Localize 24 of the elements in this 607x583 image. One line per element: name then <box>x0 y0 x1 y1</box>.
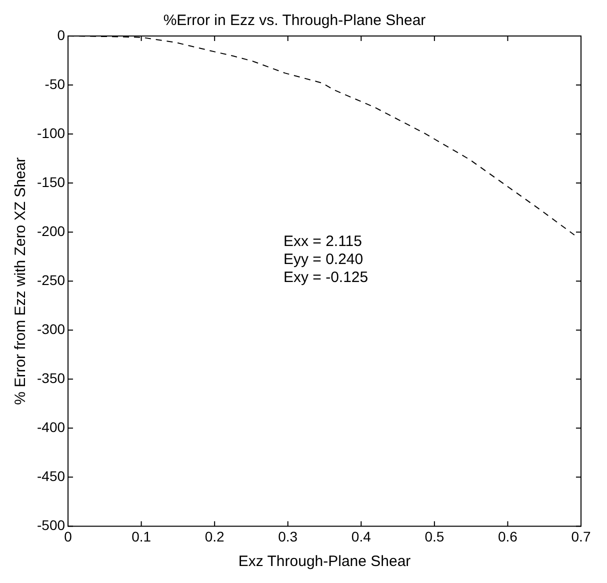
y-tick-label: -200 <box>36 222 66 239</box>
y-tick-label: -150 <box>36 174 66 190</box>
x-tick-label: 0.2 <box>204 528 225 544</box>
x-axis-title: Exz Through-Plane Shear <box>238 553 411 570</box>
x-tick-label: 0.4 <box>351 528 372 544</box>
y-axis-title: % Error from Ezz with Zero XZ Shear <box>12 157 30 405</box>
x-tick-label: 0.1 <box>132 528 152 544</box>
y-tick-label: -350 <box>36 370 66 386</box>
y-tick-label: -450 <box>36 468 66 484</box>
y-tick-label: -250 <box>36 272 66 288</box>
y-tick-label: -50 <box>44 76 66 92</box>
chart-title: %Error in Ezz vs. Through-Plane Shear <box>163 12 426 30</box>
y-tick-label: 0 <box>57 26 66 43</box>
x-tick-label: 0.6 <box>498 528 518 544</box>
x-tick-label: 0.7 <box>571 528 591 544</box>
y-tick-label: -500 <box>36 517 66 534</box>
y-tick-label: -300 <box>36 320 66 337</box>
x-tick-label: 0.3 <box>278 528 298 544</box>
x-tick-label: 0.5 <box>424 528 444 544</box>
annotation: Exy = -0.125 <box>283 269 368 286</box>
y-tick-label: -400 <box>36 419 66 436</box>
annotation: Eyy = 0.240 <box>283 251 364 268</box>
annotation: Exx = 2.115 <box>283 233 362 250</box>
y-tick-label: -100 <box>36 124 66 141</box>
